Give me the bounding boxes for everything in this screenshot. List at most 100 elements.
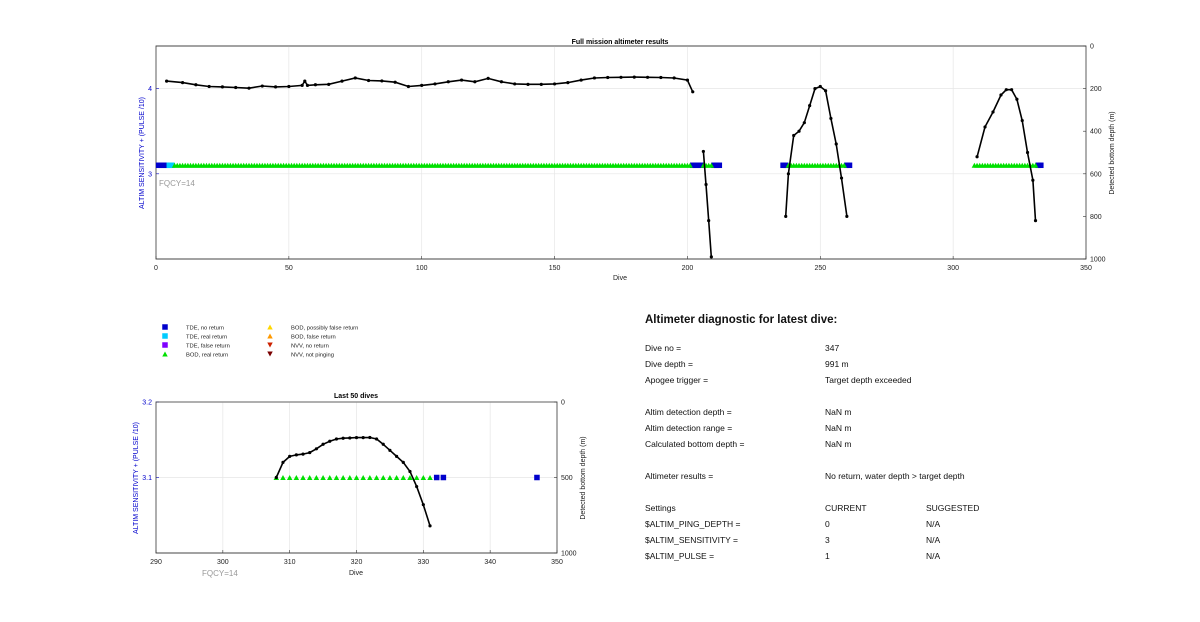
bottom-depth-point <box>645 75 650 79</box>
suggested-header: SUGGESTED <box>926 503 980 513</box>
bottom-depth-point <box>393 80 397 84</box>
settings-marker <box>169 162 175 169</box>
settings-marker <box>1032 162 1039 168</box>
settings-marker <box>347 475 353 480</box>
ping-depth-suggested: N/A <box>926 519 941 529</box>
settings-marker <box>782 162 789 169</box>
bottom-depth-point <box>260 84 264 88</box>
last-50-dives-chart: Last 50 dives Dive ALTIM SENSITIVITY + (… <box>133 393 587 578</box>
y2-tick-label: 1000 <box>1090 257 1106 264</box>
settings-marker <box>373 475 380 480</box>
settings-marker <box>293 475 300 480</box>
dive-depth-label: Dive depth = <box>645 359 693 369</box>
settings-marker <box>427 475 433 480</box>
x-tick-label: 300 <box>217 559 229 566</box>
bottom-depth-point <box>415 484 419 489</box>
altimeter-results-label: Altimeter results = <box>645 471 714 481</box>
y2-axis-label: Detected bottom depth (m) <box>1109 111 1116 194</box>
settings-marker <box>534 474 540 481</box>
pulse-row: $ALTIM_PULSE = 1 N/A <box>645 551 1165 567</box>
bottom-depth-point <box>839 176 844 180</box>
bottom-depth-point <box>499 80 504 84</box>
settings-marker <box>716 162 723 169</box>
bottom-depth-point <box>786 172 791 176</box>
bottom-depth-point <box>428 524 432 528</box>
bottom-depth-point <box>408 469 412 474</box>
bottom-depth-point <box>433 82 437 86</box>
full-mission-chart: Full mission altimeter results Dive ALTI… <box>139 39 1116 282</box>
settings-marker <box>393 475 400 480</box>
legend-label: BOD, real return <box>186 352 228 358</box>
settings-marker <box>841 162 847 168</box>
bottom-depth-point <box>1033 219 1038 223</box>
bottom-depth-point <box>380 79 384 83</box>
dive-depth-value: 991 m <box>825 359 849 369</box>
bottom-depth-point <box>632 75 636 79</box>
bottom-depth-point <box>1015 97 1019 101</box>
calculated-bottom-row: Calculated bottom depth = NaN m <box>645 439 1165 455</box>
y-tick-label: 4 <box>148 86 152 93</box>
bottom-depth-point <box>975 155 979 159</box>
x-tick-label: 340 <box>484 559 496 566</box>
settings-marker <box>280 475 286 480</box>
settings-marker <box>306 475 313 480</box>
x-tick-label: 290 <box>150 559 162 566</box>
sensitivity-suggested: N/A <box>926 535 941 545</box>
settings-marker <box>313 475 320 480</box>
x-tick-label: 330 <box>417 559 429 566</box>
x-tick-label: 150 <box>549 265 561 272</box>
bottom-depth-point <box>691 90 695 94</box>
x-tick-label: 50 <box>285 265 293 272</box>
bottom-depth-point <box>401 460 405 464</box>
legend-label: TDE, real return <box>186 334 227 340</box>
x-tick-label: 0 <box>154 265 158 272</box>
ping-depth-label: $ALTIM_PING_DEPTH = <box>645 519 741 529</box>
y-axis-label: ALTIM SENSITIVITY + (PULSE /10) <box>139 97 146 209</box>
bottom-depth-point <box>406 84 411 89</box>
pulse-current: 1 <box>825 551 830 561</box>
bottom-depth-line <box>275 436 431 527</box>
settings-marker <box>333 475 340 480</box>
y2-tick-label: 500 <box>561 475 573 482</box>
bottom-depth-point <box>1031 178 1035 182</box>
bottom-depth-point <box>388 448 392 452</box>
bottom-depth-point <box>207 84 211 89</box>
legend-label: BOD, possibly false return <box>291 325 358 331</box>
sensitivity-current: 3 <box>825 535 830 545</box>
darkred-triangle-down-icon <box>267 351 273 357</box>
bottom-depth-line <box>702 151 713 257</box>
bottom-depth-point <box>784 214 788 218</box>
chart-title: Full mission altimeter results <box>572 39 669 46</box>
x-axis-label: Dive <box>349 570 363 577</box>
fqcy-annotation: FQCY=14 <box>159 179 195 188</box>
bottom-depth-point <box>619 75 623 79</box>
apogee-label: Apogee trigger = <box>645 375 709 385</box>
settings-marker <box>846 162 853 169</box>
y2-tick-label: 200 <box>1090 86 1102 93</box>
purple-square-icon <box>162 342 168 348</box>
bottom-depth-point <box>274 475 278 480</box>
y2-tick-label: 600 <box>1090 171 1102 178</box>
settings-marker <box>433 474 440 481</box>
blue-square-icon <box>162 324 168 330</box>
calculated-bottom-label: Calculated bottom depth = <box>645 439 745 449</box>
settings-marker <box>413 475 420 480</box>
dive-no-value: 347 <box>825 343 840 353</box>
apogee-value: Target depth exceeded <box>825 375 912 385</box>
bottom-depth-point <box>797 129 801 133</box>
sensitivity-label: $ALTIM_SENSITIVITY = <box>645 535 738 545</box>
y2-tick-label: 400 <box>1090 129 1102 136</box>
settings-marker <box>286 475 293 480</box>
bottom-depth-point <box>287 84 291 89</box>
y-axis-label: ALTIM SENSITIVITY + (PULSE /10) <box>133 422 140 534</box>
settings-marker <box>407 475 413 480</box>
bottom-depth-point <box>294 453 298 457</box>
bottom-depth-point <box>366 78 371 83</box>
calculated-bottom-value: NaN m <box>825 439 852 449</box>
bottom-depth-point <box>566 81 570 85</box>
sensitivity-row: $ALTIM_SENSITIVITY = 3 N/A <box>645 535 1165 551</box>
settings-marker <box>353 475 360 480</box>
cyan-square-icon <box>162 333 168 339</box>
legend-label: TDE, false return <box>186 343 230 349</box>
